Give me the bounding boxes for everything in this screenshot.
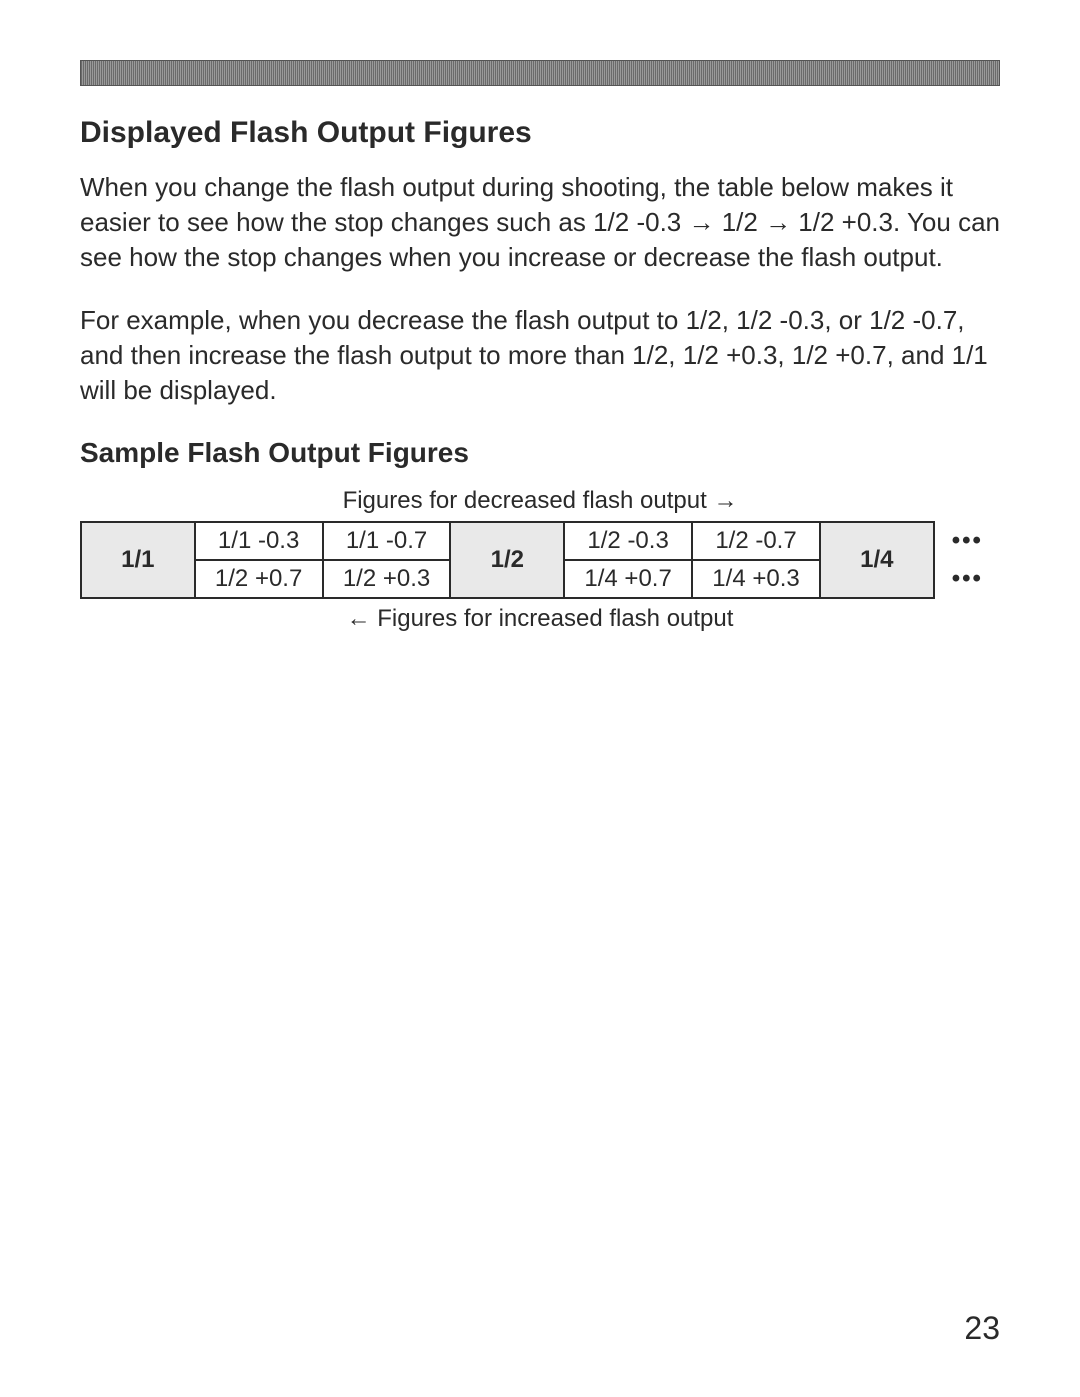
table-caption-bottom: ← Figures for increased flash output <box>70 605 1010 633</box>
section-title: Displayed Flash Output Figures <box>80 116 1010 150</box>
flash-output-table-wrap: 1/1 1/1 -0.3 1/1 -0.7 1/2 1/2 -0.3 1/2 -… <box>80 521 1000 599</box>
value-cell: 1/2 -0.7 <box>692 522 820 560</box>
value-cell: 1/2 +0.7 <box>195 560 323 598</box>
value-cell: 1/4 +0.3 <box>692 560 820 598</box>
table-caption-top: Figures for decreased flash output → <box>70 487 1010 515</box>
value-cell: 1/1 -0.3 <box>195 522 323 560</box>
value-cell: 1/2 +0.3 <box>323 560 451 598</box>
main-stop-cell: 1/2 <box>450 522 564 598</box>
flash-output-table: 1/1 1/1 -0.3 1/1 -0.7 1/2 1/2 -0.3 1/2 -… <box>80 521 1000 599</box>
main-stop-cell: 1/1 <box>81 522 195 598</box>
table-row: 1/1 1/1 -0.3 1/1 -0.7 1/2 1/2 -0.3 1/2 -… <box>81 522 1000 560</box>
main-stop-cell: 1/4 <box>820 522 934 598</box>
value-cell: 1/2 -0.3 <box>564 522 692 560</box>
value-cell: 1/4 +0.7 <box>564 560 692 598</box>
header-bar <box>80 60 1000 86</box>
document-page: Displayed Flash Output Figures When you … <box>0 0 1080 1397</box>
value-cell: 1/1 -0.7 <box>323 522 451 560</box>
page-number: 23 <box>964 1310 1000 1347</box>
sub-heading: Sample Flash Output Figures <box>80 437 1010 469</box>
ellipsis-cell: ••• <box>934 522 1000 560</box>
paragraph-1: When you change the flash output during … <box>80 170 1000 275</box>
ellipsis-cell: ••• <box>934 560 1000 598</box>
paragraph-2: For example, when you decrease the flash… <box>80 303 1000 408</box>
